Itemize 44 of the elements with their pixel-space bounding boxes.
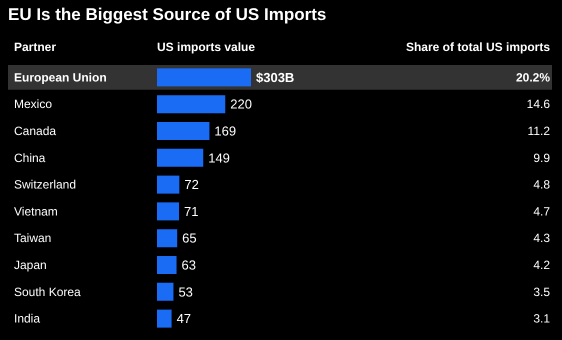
text: 9.9 bbox=[533, 150, 550, 165]
y-tick-label: Mexico bbox=[14, 97, 52, 112]
text: 20.2% bbox=[516, 70, 550, 84]
data-label: 63 bbox=[182, 258, 196, 272]
bar bbox=[157, 229, 178, 248]
y-tick-label: Switzerland bbox=[14, 178, 76, 192]
bar bbox=[157, 68, 251, 86]
text: 4.8 bbox=[533, 178, 550, 192]
bar bbox=[157, 95, 226, 114]
y-tick-label: India bbox=[14, 312, 40, 326]
bar bbox=[157, 148, 204, 167]
data-label: 220 bbox=[230, 96, 252, 112]
data-label: 71 bbox=[184, 204, 198, 219]
bar bbox=[157, 282, 174, 301]
data-label: 72 bbox=[184, 177, 199, 192]
data-label: 169 bbox=[214, 124, 236, 138]
text: 14.6 bbox=[526, 97, 550, 112]
bar bbox=[157, 202, 180, 220]
text: 4.7 bbox=[533, 204, 550, 218]
bar bbox=[157, 256, 177, 274]
data-label: 149 bbox=[208, 150, 230, 166]
bar bbox=[157, 122, 210, 140]
bar bbox=[157, 176, 180, 194]
text: Share of total US imports bbox=[406, 40, 550, 54]
y-tick-label: China bbox=[14, 150, 46, 165]
data-label: 53 bbox=[178, 284, 193, 300]
y-tick-label: European Union bbox=[14, 70, 107, 84]
data-label: $303B bbox=[256, 70, 294, 85]
x-axis-title: US imports value bbox=[157, 40, 256, 54]
y-tick-label: Vietnam bbox=[14, 204, 58, 218]
y-tick-label: Canada bbox=[14, 124, 56, 138]
chart-title: EU Is the Biggest Source of US Imports bbox=[8, 5, 326, 24]
y-axis-title: Partner bbox=[14, 40, 56, 54]
y-tick-label: Taiwan bbox=[14, 231, 52, 246]
text: 4.3 bbox=[533, 231, 550, 246]
text: 4.2 bbox=[533, 258, 550, 272]
text: 3.5 bbox=[533, 284, 550, 299]
data-label: 47 bbox=[176, 311, 192, 326]
bar bbox=[157, 310, 172, 328]
y-tick-label: South Korea bbox=[14, 284, 82, 299]
text: 11.2 bbox=[528, 124, 550, 138]
y-tick-label: Japan bbox=[14, 258, 47, 272]
text: 3.1 bbox=[533, 312, 550, 326]
data-label: 65 bbox=[182, 230, 197, 246]
